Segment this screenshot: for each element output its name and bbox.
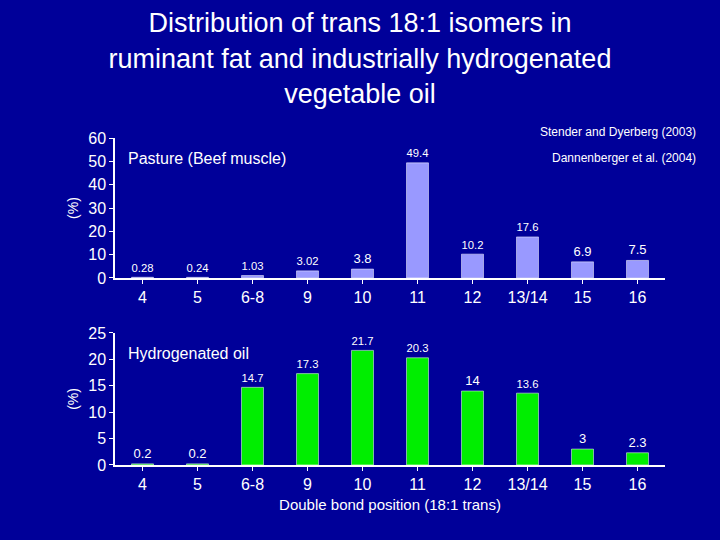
svg-text:10: 10 [354, 476, 372, 493]
svg-text:4: 4 [138, 289, 147, 306]
svg-text:10: 10 [354, 289, 372, 306]
svg-text:6-8: 6-8 [241, 476, 264, 493]
svg-text:0.2: 0.2 [188, 446, 206, 461]
svg-text:20.3: 20.3 [407, 342, 429, 354]
svg-text:9: 9 [303, 289, 312, 306]
svg-text:40: 40 [88, 176, 106, 193]
svg-text:20: 20 [88, 351, 106, 368]
svg-text:13/14: 13/14 [507, 476, 547, 493]
svg-text:1.03: 1.03 [242, 260, 264, 272]
svg-text:7.5: 7.5 [628, 242, 646, 257]
svg-text:14: 14 [465, 373, 479, 388]
svg-text:0.28: 0.28 [132, 262, 154, 274]
svg-text:3.02: 3.02 [297, 255, 319, 267]
svg-text:11: 11 [409, 289, 426, 306]
svg-text:9: 9 [303, 476, 312, 493]
svg-text:Distribution of trans 18:1 iso: Distribution of trans 18:1 isomers inrum… [109, 8, 612, 108]
svg-text:10: 10 [88, 246, 106, 263]
svg-text:Pasture (Beef muscle): Pasture (Beef muscle) [128, 150, 286, 167]
svg-text:16: 16 [629, 289, 647, 306]
svg-text:Stender and Dyerberg (2003): Stender and Dyerberg (2003) [540, 125, 696, 139]
svg-text:5: 5 [193, 289, 202, 306]
svg-text:(%): (%) [65, 197, 81, 219]
svg-text:60: 60 [88, 130, 106, 147]
svg-text:Dannenberger et al. (2004): Dannenberger et al. (2004) [552, 151, 696, 165]
svg-text:0: 0 [97, 457, 106, 474]
svg-text:(%): (%) [65, 388, 81, 410]
svg-text:13.6: 13.6 [517, 378, 539, 390]
svg-text:50: 50 [88, 153, 106, 170]
svg-text:15: 15 [88, 377, 106, 394]
svg-text:Hydrogenated oil: Hydrogenated oil [128, 345, 249, 362]
svg-text:5: 5 [193, 476, 202, 493]
svg-text:13/14: 13/14 [507, 289, 547, 306]
svg-text:12: 12 [464, 289, 482, 306]
svg-text:16: 16 [629, 476, 647, 493]
svg-text:0: 0 [97, 270, 106, 287]
svg-text:17.3: 17.3 [297, 358, 319, 370]
svg-text:12: 12 [464, 476, 482, 493]
svg-text:21.7: 21.7 [352, 335, 374, 347]
svg-text:15: 15 [574, 289, 592, 306]
svg-text:4: 4 [138, 476, 147, 493]
svg-text:3.8: 3.8 [353, 251, 371, 266]
svg-text:17.6: 17.6 [517, 221, 539, 233]
svg-text:20: 20 [88, 223, 106, 240]
svg-text:11: 11 [409, 476, 426, 493]
svg-text:14.7: 14.7 [242, 372, 264, 384]
svg-text:6-8: 6-8 [241, 289, 264, 306]
svg-text:30: 30 [88, 200, 106, 217]
svg-text:10: 10 [88, 404, 106, 421]
svg-text:10.2: 10.2 [462, 239, 484, 251]
svg-text:0.2: 0.2 [133, 446, 151, 461]
svg-text:15: 15 [574, 476, 592, 493]
svg-text:0.24: 0.24 [187, 262, 209, 274]
svg-text:Double bond position (18:1 tra: Double bond position (18:1 trans) [279, 496, 501, 513]
svg-text:3: 3 [579, 431, 586, 446]
svg-text:6.9: 6.9 [573, 244, 591, 259]
svg-text:25: 25 [88, 325, 106, 342]
svg-text:5: 5 [97, 430, 106, 447]
svg-text:2.3: 2.3 [628, 435, 646, 450]
svg-text:49.4: 49.4 [407, 147, 429, 159]
